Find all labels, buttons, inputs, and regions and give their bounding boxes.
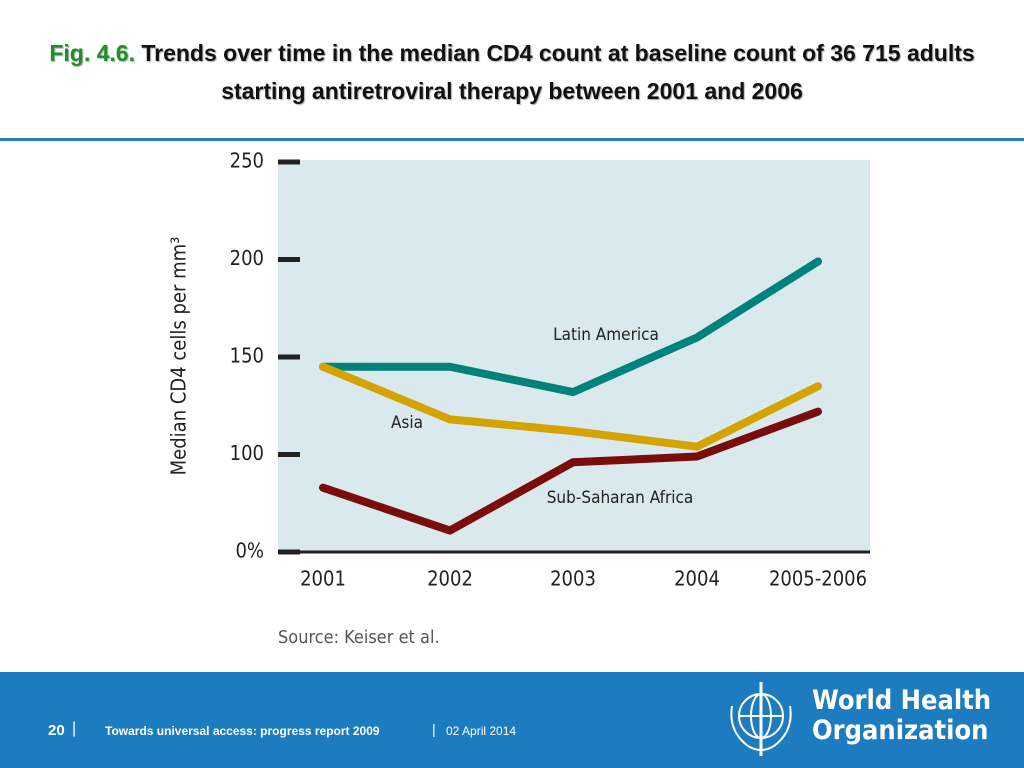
- series-label: Asia: [391, 413, 423, 433]
- source: Source: Keiser et al.: [278, 627, 440, 648]
- figure-label: Fig. 4.6.: [49, 40, 135, 66]
- series-line: [319, 257, 822, 397]
- x-tick-label: 2005-2006: [769, 567, 867, 591]
- separator: |: [72, 720, 77, 737]
- y-tick-label: 250: [230, 149, 264, 173]
- y-tick-label: 150: [230, 344, 264, 368]
- chart-title: Trends over time in the median CD4 count…: [141, 40, 975, 104]
- plot-area: [278, 160, 870, 552]
- series-label: Sub-Saharan Africa: [547, 488, 694, 508]
- footer-text: Towards universal access: progress repor…: [105, 724, 380, 738]
- organization: World Health Organization: [812, 686, 991, 746]
- who-logo: [730, 682, 792, 756]
- footer: 20 | Towards universal access: progress …: [0, 672, 1024, 768]
- page-number: 20: [48, 722, 65, 739]
- title-block: Fig. 4.6. Trends over time in the median…: [40, 34, 984, 110]
- y-tick-label: 100: [230, 441, 264, 465]
- y-tick-label: 0%: [235, 539, 264, 563]
- separator: |: [432, 721, 436, 737]
- x-tick-label: 2003: [550, 567, 596, 591]
- footer-date: 02 April 2014: [446, 724, 517, 738]
- x-tick-label: 2001: [300, 567, 346, 591]
- y-axis-label: Median CD4 cells per mm³: [167, 237, 191, 476]
- org-line: World Health: [812, 685, 992, 716]
- y-tick-label: 200: [230, 246, 264, 270]
- org-line: Organization: [812, 715, 989, 746]
- series-line: [319, 407, 822, 535]
- series-label: Latin America: [553, 325, 659, 345]
- series-line: [319, 362, 822, 451]
- divider: [0, 138, 1024, 141]
- x-tick-label: 2002: [427, 567, 473, 591]
- x-tick-label: 2004: [674, 567, 720, 591]
- chart: Median CD4 cells per mm³ Source: Keiser …: [167, 149, 870, 648]
